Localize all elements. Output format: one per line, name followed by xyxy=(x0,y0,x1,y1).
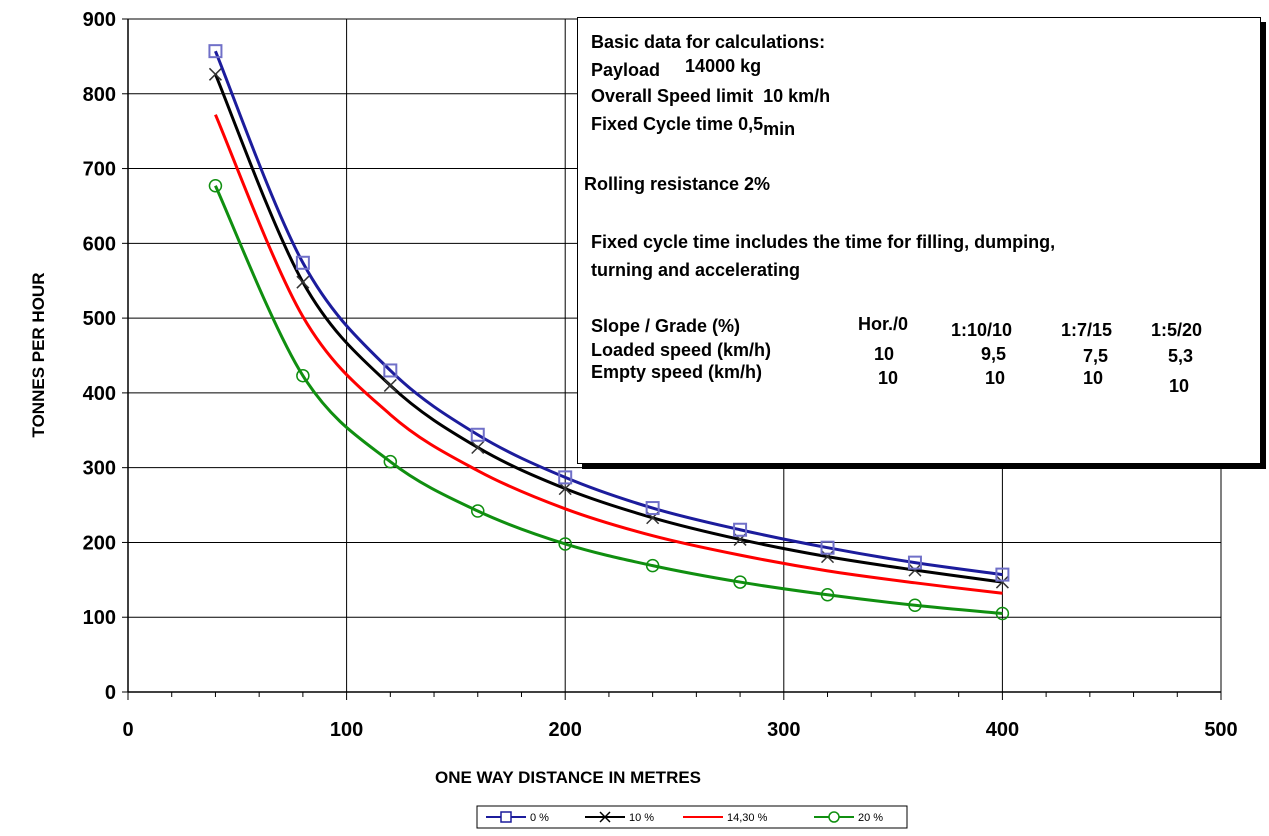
legend-label: 20 % xyxy=(858,812,883,824)
y-tick-label: 200 xyxy=(83,532,116,554)
calculation-info-box: Basic data for calculations: Payload 140… xyxy=(577,17,1261,464)
legend: 0 % 10 % 14,30 % 20 % xyxy=(477,806,907,828)
speed-limit-value: 10 xyxy=(763,86,783,106)
empty-cell: 10 xyxy=(1083,368,1103,389)
empty-row-label: Empty speed (km/h) xyxy=(591,362,762,383)
x-tick-label: 300 xyxy=(767,719,800,741)
y-tick-label: 300 xyxy=(83,458,116,480)
legend-marker xyxy=(501,812,511,822)
cycle-time-label: Fixed Cycle time xyxy=(591,114,733,134)
loaded-cell: 5,3 xyxy=(1168,346,1193,367)
slope-cell: 1:7/15 xyxy=(1061,320,1112,341)
data-point-cross xyxy=(472,441,484,453)
data-point-cross xyxy=(384,379,396,391)
x-tick-label: 400 xyxy=(986,719,1019,741)
y-tick-labels: 0 100 200 300 400 500 600 700 800 900 xyxy=(83,9,116,704)
y-tick-label: 600 xyxy=(83,233,116,255)
speed-limit-unit: km/h xyxy=(788,86,830,106)
x-tick-label: 500 xyxy=(1204,719,1237,741)
cycle-time-line: Fixed Cycle time 0,5min xyxy=(591,114,795,135)
note-line-2: turning and accelerating xyxy=(591,260,800,281)
payload-line: Payload 14000 kg xyxy=(591,60,761,81)
y-tick-label: 0 xyxy=(105,682,116,704)
y-tick-label: 500 xyxy=(83,308,116,330)
speed-limit-label: Overall Speed limit xyxy=(591,86,753,106)
loaded-cell: 7,5 xyxy=(1083,346,1108,367)
cycle-time-unit: min xyxy=(763,119,795,139)
slope-row-label: Slope / Grade (%) xyxy=(591,316,740,337)
y-tick-label: 400 xyxy=(83,383,116,405)
y-axis-label: TONNES PER HOUR xyxy=(29,273,48,438)
x-tick-labels: 0 100 200 300 400 500 xyxy=(122,719,1237,741)
cycle-time-value: 0,5 xyxy=(738,114,763,134)
y-tick-label: 800 xyxy=(83,84,116,106)
payload-unit: kg xyxy=(740,56,761,76)
slope-cell: 1:5/20 xyxy=(1151,320,1202,341)
loaded-cell: 10 xyxy=(874,344,894,365)
legend-label: 0 % xyxy=(530,812,549,824)
data-point-cross xyxy=(297,276,309,288)
loaded-row-label: Loaded speed (km/h) xyxy=(591,340,771,361)
legend-marker xyxy=(829,812,839,822)
legend-label: 10 % xyxy=(629,812,654,824)
payload-label: Payload xyxy=(591,60,660,80)
empty-cell: 10 xyxy=(1169,376,1189,397)
empty-cell: 10 xyxy=(985,368,1005,389)
rolling-resistance: Rolling resistance 2% xyxy=(584,174,770,195)
y-tick-label: 700 xyxy=(83,159,116,181)
speed-limit-line: Overall Speed limit 10 km/h xyxy=(591,86,830,107)
x-tick-label: 200 xyxy=(549,719,582,741)
y-tick-label: 100 xyxy=(83,607,116,629)
x-axis-label: ONE WAY DISTANCE IN METRES xyxy=(435,768,701,787)
legend-label: 14,30 % xyxy=(727,812,768,824)
data-point-cross xyxy=(209,68,221,80)
payload-value: 14000 xyxy=(685,56,735,76)
y-tick-label: 900 xyxy=(83,9,116,31)
empty-cell: 10 xyxy=(878,368,898,389)
x-tick-label: 100 xyxy=(330,719,363,741)
loaded-cell: 9,5 xyxy=(981,344,1006,365)
x-tick-label: 0 xyxy=(122,719,133,741)
slope-cell: Hor./0 xyxy=(858,314,908,335)
slope-cell: 1:10/10 xyxy=(951,320,1012,341)
info-heading: Basic data for calculations: xyxy=(591,32,825,53)
note-line-1: Fixed cycle time includes the time for f… xyxy=(591,232,1055,253)
